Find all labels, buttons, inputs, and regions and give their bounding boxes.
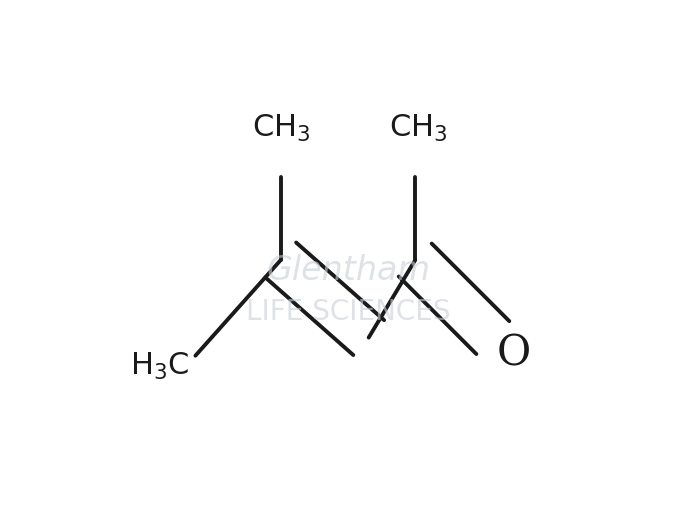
Text: CH$_3$: CH$_3$ bbox=[388, 112, 447, 144]
Text: CH$_3$: CH$_3$ bbox=[251, 112, 310, 144]
Text: Glentham: Glentham bbox=[266, 254, 430, 287]
Text: O: O bbox=[496, 332, 530, 374]
Text: H$_3$C: H$_3$C bbox=[129, 350, 189, 382]
Text: LIFE SCIENCES: LIFE SCIENCES bbox=[246, 298, 450, 326]
